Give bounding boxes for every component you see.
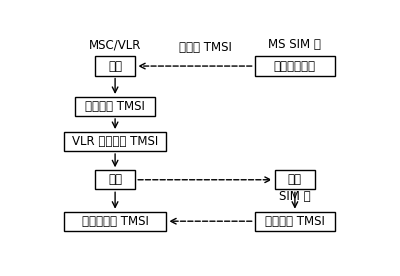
Text: 位置更新申请: 位置更新申请	[274, 60, 316, 73]
Bar	[255, 57, 335, 76]
Text: MSC/VLR: MSC/VLR	[89, 38, 141, 51]
Bar	[64, 212, 166, 231]
Text: MS SIM 卡: MS SIM 卡	[268, 38, 321, 51]
Bar	[75, 97, 155, 116]
Text: 产生新的 TMSI: 产生新的 TMSI	[85, 100, 145, 113]
Text: 解密: 解密	[288, 173, 302, 186]
Bar	[64, 132, 166, 151]
Text: 更新: 更新	[108, 60, 122, 73]
Text: 原来的 TMSI: 原来的 TMSI	[178, 41, 232, 54]
Bar	[255, 212, 335, 231]
Bar	[275, 170, 315, 189]
Text: 消去原来的 TMSI: 消去原来的 TMSI	[82, 215, 148, 228]
Text: 加密: 加密	[108, 173, 122, 186]
Bar	[95, 57, 135, 76]
Text: VLR 存储新的 TMSI: VLR 存储新的 TMSI	[72, 135, 158, 148]
Text: SIM 卡: SIM 卡	[279, 190, 311, 203]
Text: 存储新的 TMSI: 存储新的 TMSI	[265, 215, 325, 228]
Bar	[95, 170, 135, 189]
